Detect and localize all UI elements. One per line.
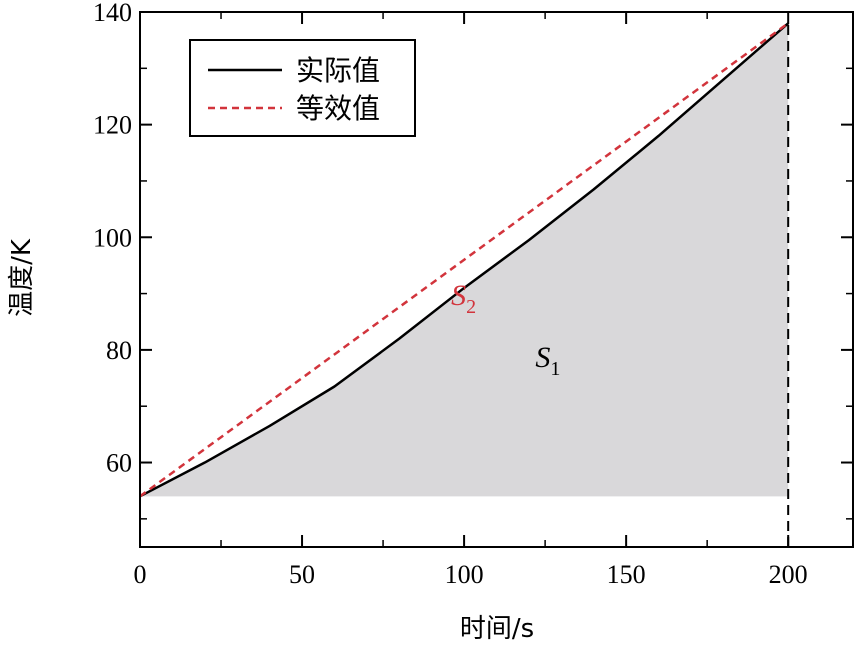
y-tick-label: 120	[93, 111, 132, 140]
legend-label-0: 实际值	[296, 54, 380, 87]
area-fill-s1	[140, 23, 789, 497]
y-axis-label: 温度/K	[7, 238, 37, 317]
legend-label-1: 等效值	[296, 92, 380, 125]
y-tick-label: 60	[106, 449, 132, 478]
x-axis-label: 时间/s	[460, 614, 534, 644]
area-label-1: S1	[535, 341, 560, 380]
area-label-2: S2	[451, 279, 476, 318]
y-tick-label: 140	[93, 0, 132, 27]
legend-box	[189, 39, 416, 137]
annotations: S2 S1	[451, 279, 560, 380]
y-tick-label: 80	[106, 336, 132, 365]
series-line-0	[139, 22, 790, 498]
x-tick-label: 50	[289, 560, 315, 589]
x-tick-label: 0	[134, 560, 147, 589]
axes: 0 50 100 150 200 60 80 100 120 140	[93, 0, 854, 589]
x-tick-label: 200	[769, 560, 808, 589]
plot-frame	[139, 11, 854, 548]
x-tick-label: 100	[445, 560, 484, 589]
x-tick-label: 150	[607, 560, 646, 589]
plot-area	[139, 22, 790, 547]
y-tick-label: 100	[93, 223, 132, 252]
series-line-1	[139, 22, 789, 498]
